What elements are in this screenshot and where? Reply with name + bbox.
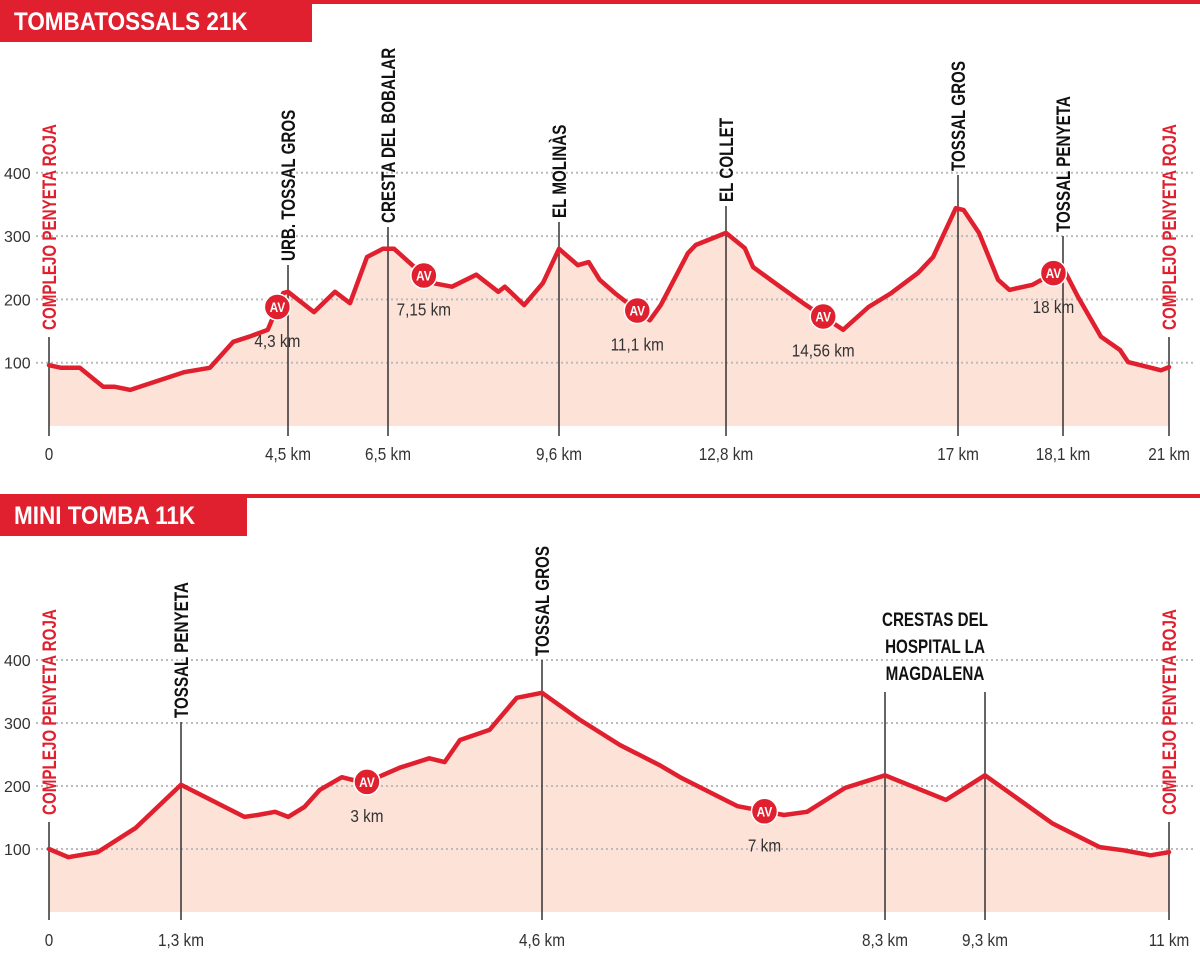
aid-station-label: 3 km: [350, 806, 383, 826]
y-tick-label: 300: [4, 229, 31, 246]
elevation-line: [46, 205, 1172, 393]
waypoint-label: TOSSAL PENYETA: [1052, 96, 1074, 232]
aid-station-label: 7 km: [748, 835, 781, 855]
aid-station-icon: [410, 261, 438, 290]
ridge-label-line: CRESTAS DEL: [882, 608, 988, 630]
aid-station-label: 18 km: [1033, 297, 1075, 317]
x-tick-label: 12,8 km: [699, 444, 753, 464]
chart-title: MINI TOMBA 11K: [14, 502, 195, 530]
aid-station-label: 11,1 km: [611, 334, 664, 354]
y-tick-label: 400: [4, 653, 31, 670]
aid-station-icon: [263, 293, 292, 321]
x-tick-label: 1,3 km: [158, 930, 204, 950]
end-marker-label: COMPLEJO PENYETA ROJA: [1158, 609, 1180, 815]
title-box: [0, 0, 312, 42]
elevation-line: [46, 690, 1172, 860]
aid-station-icon: [809, 302, 837, 331]
y-tick-label: 200: [4, 292, 31, 309]
waypoint-label: EL MOLINÀS: [548, 125, 570, 218]
aid-station-marker: AV 4,3 km: [254, 293, 300, 351]
aid-station-marker: AV 18 km: [1033, 259, 1075, 317]
ridge-label-line: MAGDALENA: [886, 662, 985, 684]
waypoint-label: TOSSAL GROS: [947, 61, 969, 171]
aid-station-marker: AV 7 km: [748, 797, 781, 856]
start-marker-label: COMPLEJO PENYETA ROJA: [38, 124, 60, 330]
x-tick-label: 9,6 km: [536, 444, 582, 464]
x-tick-label: 17 km: [937, 444, 979, 464]
x-tick-label: 4,5 km: [265, 444, 311, 464]
x-tick-label: 4,6 km: [519, 930, 565, 950]
x-tick-label: 8,3 km: [862, 930, 908, 950]
x-tick-label: 21 km: [1148, 444, 1190, 464]
aid-station-label: 4,3 km: [254, 331, 300, 351]
aid-station-marker: AV 3 km: [350, 768, 384, 826]
aid-station-badge: AV: [359, 774, 375, 790]
header-rule: [0, 0, 1200, 4]
aid-station-badge: AV: [757, 803, 773, 819]
title-box: [0, 494, 247, 536]
end-marker-label: COMPLEJO PENYETA ROJA: [1158, 124, 1180, 330]
aid-station-label: 7,15 km: [397, 299, 451, 319]
x-tick-label: 0: [45, 444, 54, 464]
chart-title: TOMBATOSSALS 21K: [14, 8, 248, 36]
y-tick-label: 400: [4, 166, 31, 183]
y-tick-label: 300: [4, 716, 31, 733]
aid-station-badge: AV: [416, 268, 432, 284]
y-tick-label: 200: [4, 779, 31, 796]
aid-station-badge: AV: [270, 299, 286, 315]
aid-station-icon: [353, 768, 381, 796]
elevation-area: [49, 692, 1169, 912]
elevation-area: [49, 208, 1169, 426]
x-tick-label: 6,5 km: [365, 444, 411, 464]
ridge-label-line: HOSPITAL LA: [885, 635, 985, 657]
y-tick-label: 100: [4, 356, 31, 373]
aid-station-label: 14,56 km: [792, 340, 855, 360]
aid-station-badge: AV: [1046, 265, 1062, 281]
aid-station-icon: [623, 296, 652, 325]
aid-station-marker: AV 11,1 km: [611, 296, 664, 355]
aid-station-icon: [750, 797, 779, 826]
waypoint-label: URB. TOSSAL GROS: [277, 110, 299, 261]
y-tick-label: 100: [4, 842, 31, 859]
x-tick-label: 0: [45, 930, 54, 950]
aid-station-badge: AV: [629, 303, 645, 319]
x-tick-label: 9,3 km: [962, 930, 1008, 950]
header-rule: [0, 494, 1200, 498]
x-tick-label: 11 km: [1149, 930, 1189, 950]
start-marker-label: COMPLEJO PENYETA ROJA: [38, 609, 60, 815]
aid-station-badge: AV: [815, 309, 831, 325]
waypoint-label: CRESTA DEL BOBALAR: [377, 47, 399, 223]
waypoint-label: TOSSAL PENYETA: [170, 582, 192, 718]
aid-station-marker: AV 7,15 km: [397, 261, 451, 320]
chart-panel-1: TOMBATOSSALS 21K 100 200 300 400 COMPLEJO PEN…: [0, 0, 1200, 464]
x-tick-label: 18,1 km: [1036, 444, 1090, 464]
waypoint-label: EL COLLET: [715, 117, 737, 202]
aid-station-marker: AV 14,56 km: [792, 302, 855, 361]
aid-station-icon: [1039, 259, 1068, 287]
chart-panel-2: MINI TOMBA 11K 100 200 300 400 COMPLEJO PENYE…: [0, 494, 1200, 950]
waypoint-label: TOSSAL GROS: [531, 546, 553, 656]
